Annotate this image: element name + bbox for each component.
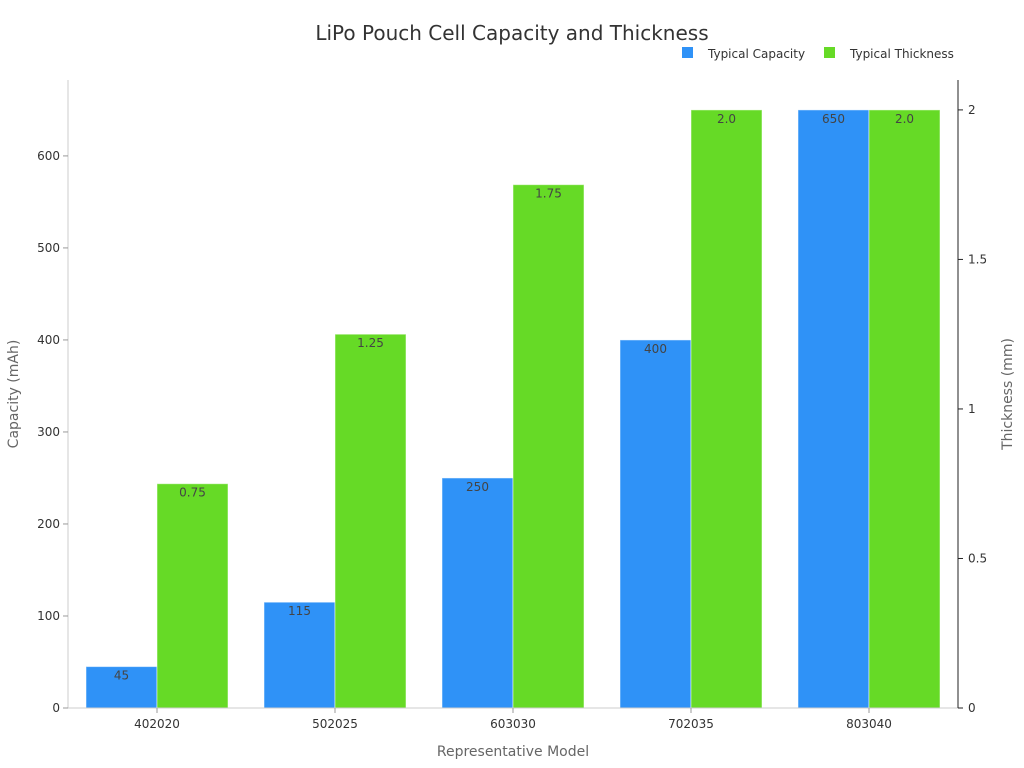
legend: Typical Capacity Typical Thickness bbox=[682, 47, 954, 61]
y-tick-label: 300 bbox=[37, 425, 60, 439]
data-label: 0.75 bbox=[179, 486, 206, 500]
y-tick-label: 500 bbox=[37, 241, 60, 255]
data-label: 650 bbox=[822, 112, 845, 126]
y-tick-label: 100 bbox=[37, 609, 60, 623]
legend-swatch-capacity bbox=[682, 47, 693, 58]
y-tick-label: 600 bbox=[37, 149, 60, 163]
data-label: 45 bbox=[114, 669, 129, 683]
bar-capacity-803040 bbox=[797, 109, 870, 709]
x-tick-label: 502025 bbox=[312, 717, 358, 731]
y-tick-label: 400 bbox=[37, 333, 60, 347]
y2-tick-label: 0.5 bbox=[968, 551, 987, 565]
y-tick-label: 200 bbox=[37, 517, 60, 531]
y2-tick-label: 1 bbox=[968, 402, 976, 416]
bar-thickness-702035 bbox=[690, 109, 763, 709]
y2-tick-label: 2 bbox=[968, 103, 976, 117]
y2-axis-label: Thickness (mm) bbox=[1000, 338, 1016, 451]
data-label: 400 bbox=[644, 342, 667, 356]
chart-title: LiPo Pouch Cell Capacity and Thickness bbox=[315, 21, 708, 45]
bar-thickness-803040 bbox=[868, 109, 941, 709]
x-tick-label: 603030 bbox=[490, 717, 536, 731]
legend-label-capacity: Typical Capacity bbox=[707, 47, 805, 61]
bar-thickness-603030 bbox=[512, 184, 585, 709]
x-tick-label: 702035 bbox=[668, 717, 714, 731]
data-label: 115 bbox=[288, 604, 311, 618]
bar-thickness-402020 bbox=[156, 483, 229, 709]
data-label: 2.0 bbox=[717, 112, 736, 126]
x-tick-label: 803040 bbox=[846, 717, 892, 731]
data-label: 2.0 bbox=[895, 112, 914, 126]
bar-capacity-702035 bbox=[619, 339, 692, 709]
y-tick-label: 0 bbox=[52, 701, 60, 715]
bar-thickness-502025 bbox=[334, 333, 407, 709]
legend-label-thickness: Typical Thickness bbox=[849, 47, 954, 61]
y2-tick-label: 1.5 bbox=[968, 252, 987, 266]
data-label: 1.75 bbox=[535, 187, 562, 201]
data-label: 1.25 bbox=[357, 336, 384, 350]
bar-capacity-402020 bbox=[85, 666, 158, 709]
x-tick-label: 402020 bbox=[134, 717, 180, 731]
y2-tick-label: 0 bbox=[968, 701, 976, 715]
legend-swatch-thickness bbox=[824, 47, 835, 58]
data-label: 250 bbox=[466, 480, 489, 494]
y-axis-label: Capacity (mAh) bbox=[6, 340, 22, 449]
bar-capacity-502025 bbox=[263, 601, 336, 709]
x-axis-label: Representative Model bbox=[437, 744, 589, 760]
bar-capacity-603030 bbox=[441, 477, 514, 709]
